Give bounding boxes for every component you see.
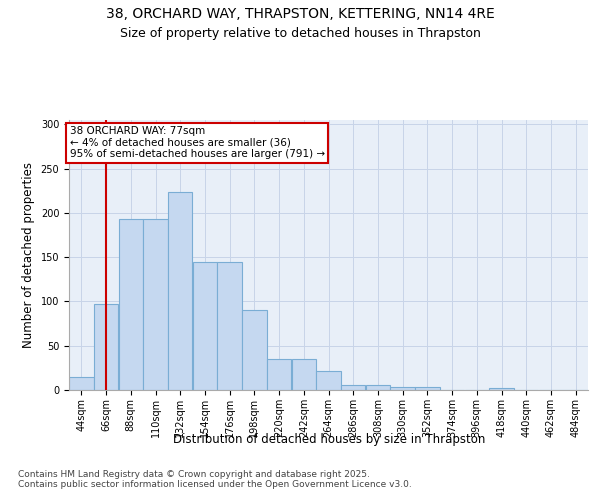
Bar: [267, 359, 292, 390]
Bar: [292, 359, 316, 390]
Bar: [365, 384, 390, 390]
Bar: [415, 388, 440, 390]
Bar: [168, 192, 193, 390]
Text: Distribution of detached houses by size in Thrapston: Distribution of detached houses by size …: [173, 432, 485, 446]
Bar: [341, 384, 365, 390]
Bar: [217, 262, 242, 390]
Bar: [391, 388, 415, 390]
Text: Size of property relative to detached houses in Thrapston: Size of property relative to detached ho…: [119, 28, 481, 40]
Text: Contains HM Land Registry data © Crown copyright and database right 2025.
Contai: Contains HM Land Registry data © Crown c…: [18, 470, 412, 490]
Bar: [94, 304, 118, 390]
Y-axis label: Number of detached properties: Number of detached properties: [22, 162, 35, 348]
Bar: [242, 310, 266, 390]
Bar: [193, 262, 217, 390]
Bar: [119, 219, 143, 390]
Bar: [489, 388, 514, 390]
Bar: [316, 370, 341, 390]
Text: 38 ORCHARD WAY: 77sqm
← 4% of detached houses are smaller (36)
95% of semi-detac: 38 ORCHARD WAY: 77sqm ← 4% of detached h…: [70, 126, 325, 160]
Bar: [69, 376, 94, 390]
Text: 38, ORCHARD WAY, THRAPSTON, KETTERING, NN14 4RE: 38, ORCHARD WAY, THRAPSTON, KETTERING, N…: [106, 8, 494, 22]
Bar: [143, 219, 168, 390]
